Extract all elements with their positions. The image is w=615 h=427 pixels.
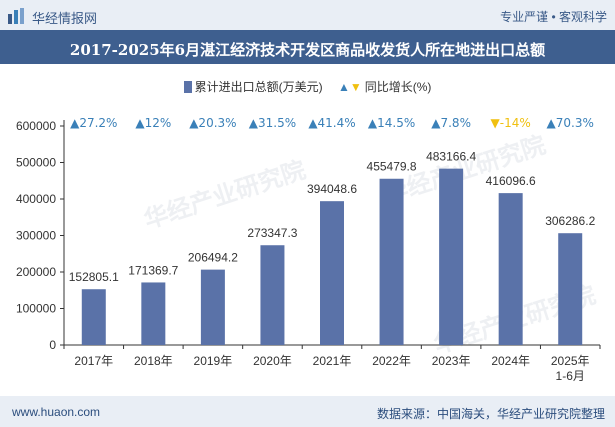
x-tick-label: 2023年 bbox=[432, 354, 471, 368]
huajing-logo-icon bbox=[8, 8, 24, 24]
growth-rate-label: ▲14.5% bbox=[368, 116, 415, 130]
bar bbox=[379, 178, 404, 345]
x-tick-label: 2017年 bbox=[74, 354, 113, 368]
x-tick-label: 2021年 bbox=[313, 354, 352, 368]
x-tick-label: 2019年 bbox=[194, 354, 233, 368]
bar-value-label: 416096.6 bbox=[486, 174, 536, 188]
growth-rate-label: ▲70.3% bbox=[547, 116, 594, 130]
chart-area: 0 100000 200000 300000 400000 500000 600000 152… bbox=[16, 116, 601, 383]
y-tick-label: 100000 bbox=[16, 302, 56, 316]
bar bbox=[320, 201, 344, 345]
top-bar bbox=[0, 0, 615, 30]
y-tick-label: 600000 bbox=[16, 119, 56, 133]
bar-value-label: 455479.8 bbox=[367, 160, 417, 174]
chart-title: 2017-2025年6月湛江经济技术开发区商品收发货人所在地进出口总额 bbox=[69, 41, 546, 59]
growth-rate-label: ▼-14% bbox=[491, 116, 531, 130]
growth-rate-label: ▲7.8% bbox=[431, 116, 471, 130]
x-tick-label: 2020年 bbox=[253, 354, 292, 368]
growth-rate-label: ▲41.4% bbox=[308, 116, 355, 130]
bar-value-label: 306286.2 bbox=[545, 214, 595, 228]
bar bbox=[200, 269, 225, 345]
y-tick-label: 400000 bbox=[16, 192, 56, 206]
bar bbox=[81, 289, 106, 345]
y-tick-label: 200000 bbox=[16, 265, 56, 279]
legend-up-triangle-icon: ▲ bbox=[337, 80, 350, 94]
bar bbox=[260, 245, 285, 345]
bar bbox=[439, 168, 464, 345]
footer-website: www.huaon.com bbox=[12, 405, 101, 419]
growth-rate-label: ▲27.2% bbox=[70, 116, 117, 130]
footer-source: 数据来源：中国海关，华经产业研究院整理 bbox=[376, 407, 605, 421]
bar-value-label: 152805.1 bbox=[69, 270, 119, 284]
bar bbox=[498, 193, 523, 345]
y-tick-label: 300000 bbox=[16, 229, 56, 243]
legend-growth-label: 同比增长(%) bbox=[364, 80, 432, 94]
growth-rate-label: ▲12% bbox=[135, 116, 171, 130]
y-tick-label: 0 bbox=[49, 338, 56, 352]
growth-rate-label: ▲31.5% bbox=[249, 116, 296, 130]
tagline: 专业严谨 • 客观科学 bbox=[500, 10, 607, 24]
x-tick-label: 2025年 bbox=[551, 354, 590, 368]
x-tick-label: 2018年 bbox=[134, 354, 173, 368]
bar-value-label: 394048.6 bbox=[307, 182, 357, 196]
legend-bar-label: 累计进出口总额(万美元) bbox=[194, 80, 323, 94]
bar-value-label: 273347.3 bbox=[247, 226, 297, 240]
bar-value-label: 206494.2 bbox=[188, 251, 238, 265]
legend-down-triangle-icon: ▼ bbox=[349, 80, 362, 94]
chart-legend: 累计进出口总额(万美元) ▲▼ 同比增长(%) bbox=[0, 78, 615, 95]
bar bbox=[141, 282, 166, 345]
x-tick-label: 2024年 bbox=[491, 354, 530, 368]
y-tick-label: 500000 bbox=[16, 156, 56, 170]
bar bbox=[558, 233, 583, 345]
bar-value-label: 171369.7 bbox=[128, 263, 178, 277]
legend-bar-swatch bbox=[183, 81, 192, 93]
brand-name: 华经情报网 bbox=[32, 11, 98, 26]
footer-bar bbox=[0, 396, 615, 427]
title-bar bbox=[0, 30, 615, 64]
x-tick-label: 2022年 bbox=[372, 354, 411, 368]
growth-rate-label: ▲20.3% bbox=[189, 116, 236, 130]
x-tick-label: 1-6月 bbox=[556, 369, 585, 383]
bar-value-label: 483166.4 bbox=[426, 150, 476, 164]
